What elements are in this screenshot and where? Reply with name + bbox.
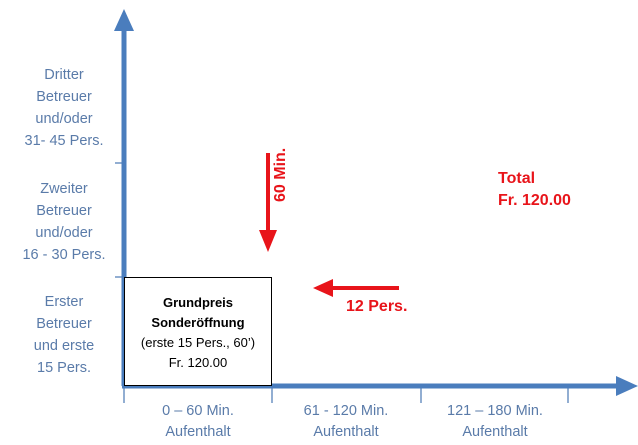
- total-label: Total: [498, 170, 536, 187]
- base-price-condition: (erste 15 Pers., 60’): [140, 335, 256, 350]
- x-label-61-120: 61 - 120 Min. Aufenthalt: [303, 403, 389, 440]
- arrow-right-icon: [616, 376, 638, 396]
- x-label-0-60: 0 – 60 Min. Aufenthalt: [162, 403, 234, 440]
- left-arrow-label: 12 Pers.: [346, 298, 408, 315]
- arrow-left-icon: [313, 279, 333, 297]
- base-price-box: Grundpreis Sonderöffnung (erste 15 Pers.…: [124, 277, 272, 386]
- arrow-up-icon: [114, 9, 134, 31]
- y-label-first-supervisor: Erster Betreuer und erste 15 Pers.: [33, 294, 95, 376]
- base-price-title: Grundpreis: [162, 295, 234, 310]
- down-arrow-label: 60 Min.: [272, 147, 289, 202]
- base-price-subtitle: Sonderöffnung: [151, 315, 245, 330]
- arrow-down-icon: [259, 230, 277, 252]
- total-price: Total Fr. 120.00: [498, 168, 571, 212]
- base-price-amount: Fr. 120.00: [168, 355, 228, 370]
- x-label-121-180: 121 – 180 Min. Aufenthalt: [447, 403, 543, 440]
- y-label-second-supervisor: Zweiter Betreuer und/oder 16 - 30 Pers.: [22, 181, 106, 263]
- total-amount: Fr. 120.00: [498, 192, 571, 209]
- y-label-third-supervisor: Dritter Betreuer und/oder 31- 45 Pers.: [24, 67, 104, 149]
